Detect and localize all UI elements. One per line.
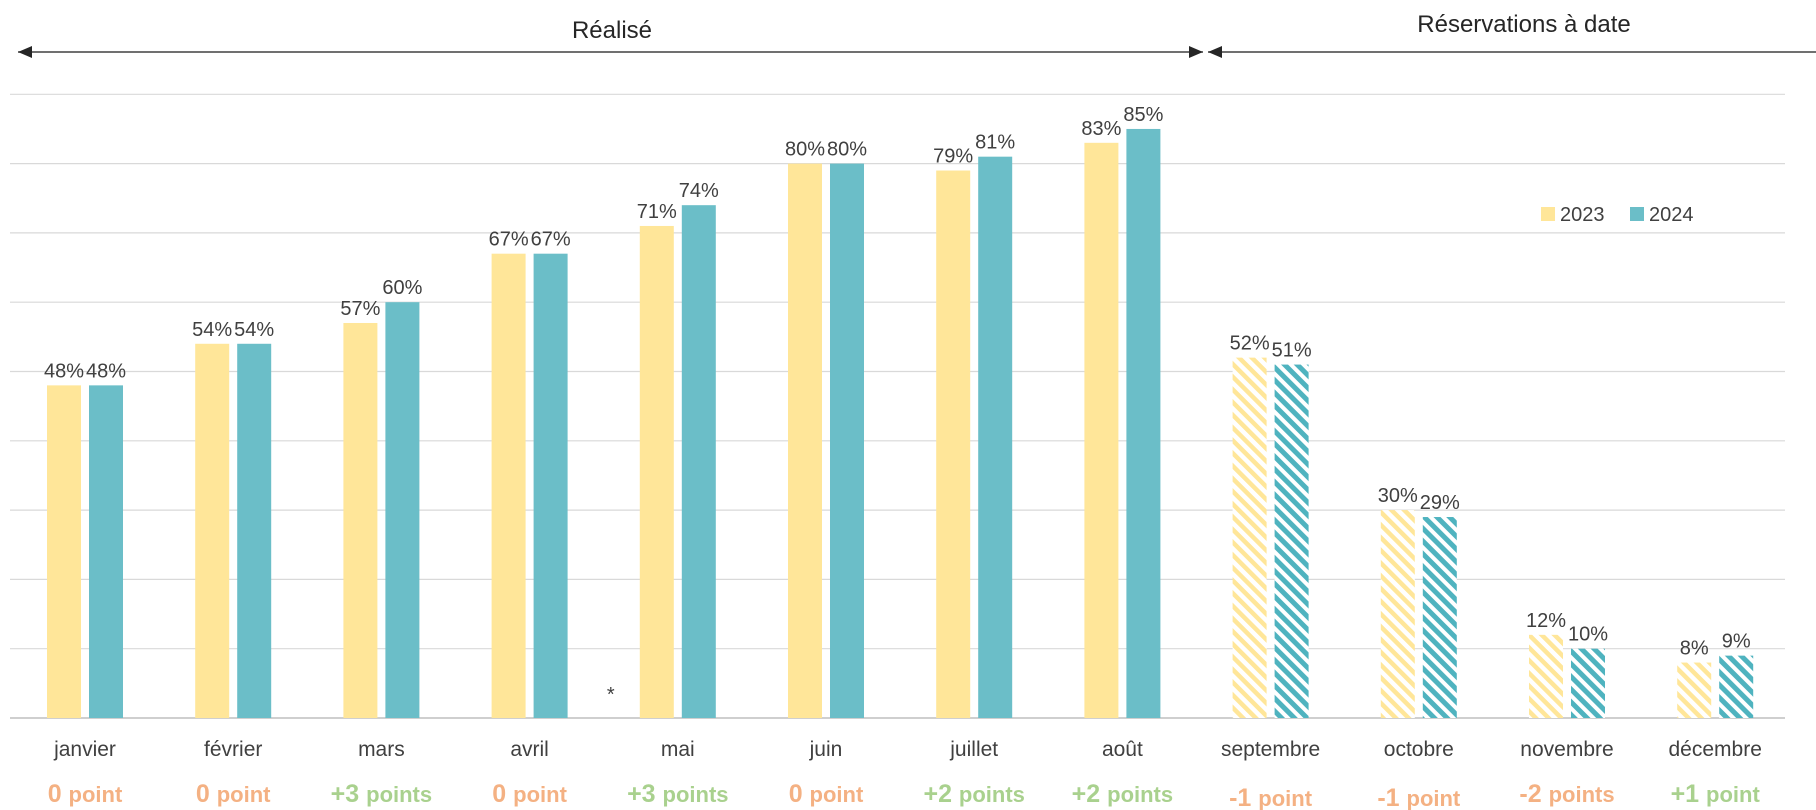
data-label-2024-avril: 67%: [531, 229, 571, 251]
category-label-aout: août: [1102, 738, 1143, 761]
bar-2023-octobre: [1380, 510, 1415, 718]
data-label-2024-juin: 80%: [827, 139, 867, 161]
category-label-juin: juin: [809, 738, 843, 761]
data-label-2024-decembre: 9%: [1722, 631, 1751, 653]
category-label-avril: avril: [510, 738, 549, 761]
period-label-realise: Réalisé: [572, 17, 652, 44]
category-labels: janvier février mars avril mai juin juillet aoû…: [53, 738, 1762, 761]
data-label-2023-juillet: 79%: [933, 146, 973, 168]
data-label-2024-mars: 60%: [382, 277, 422, 299]
bar-2023-decembre: [1677, 662, 1712, 718]
data-label-2023-juin: 80%: [785, 139, 825, 161]
data-label-2023-mars: 57%: [340, 298, 380, 320]
data-label-2024-novembre: 10%: [1568, 624, 1608, 646]
data-label-2023-avril: 67%: [489, 229, 529, 251]
bar-2024-juillet: [978, 156, 1013, 719]
category-label-mai: mai: [661, 738, 695, 761]
bar-2023-fevrier: [195, 343, 230, 718]
bar-2024-decembre: [1719, 655, 1754, 718]
category-label-novembre: novembre: [1520, 738, 1613, 761]
legend-swatch-2024: [1630, 207, 1644, 221]
delta-label-avril: 0 point: [492, 780, 567, 808]
data-label-2024-janvier: 48%: [86, 360, 126, 382]
legend-swatch-2023: [1541, 207, 1555, 221]
data-label-2024-fevrier: 54%: [234, 319, 274, 341]
bar-2023-janvier: [47, 385, 81, 718]
delta-label-fevrier: 0 point: [196, 780, 271, 808]
category-label-mars: mars: [358, 738, 405, 761]
delta-label-juillet: +2 points: [923, 780, 1024, 808]
bar-2024-avril: [533, 253, 568, 718]
annotation-asterisk: *: [607, 684, 615, 706]
delta-label-mai: +3 points: [627, 780, 728, 808]
delta-label-octobre: -1 point: [1377, 784, 1461, 810]
data-label-2024-juillet: 81%: [975, 132, 1015, 154]
data-label-2023-mai: 71%: [637, 201, 677, 223]
data-label-2024-octobre: 29%: [1420, 492, 1460, 514]
bar-2024-mars: [385, 302, 420, 718]
legend: 2023 2024: [1541, 204, 1694, 226]
legend-label-2024: 2024: [1649, 204, 1694, 226]
bar-2023-avril: [491, 253, 526, 718]
period-label-reservations-a-date: Réservations à date: [1417, 11, 1630, 38]
gridlines: [10, 93, 1785, 719]
delta-labels: 0 point 0 point +3 points 0 point +3 points 0…: [48, 780, 1761, 810]
bar-2023-aout: [1084, 142, 1119, 718]
bar-2023-juillet: [936, 170, 971, 718]
bar-2024-novembre: [1571, 648, 1605, 718]
bar-2024-octobre: [1422, 517, 1457, 718]
data-label-2023-decembre: 8%: [1680, 638, 1709, 660]
category-label-juillet: juillet: [949, 738, 998, 761]
bar-2024-juin: [830, 163, 864, 719]
category-label-fevrier: février: [204, 738, 262, 761]
category-label-janvier: janvier: [53, 738, 116, 761]
bar-2023-septembre: [1232, 357, 1267, 718]
bar-2024-janvier: [89, 385, 123, 718]
delta-label-mars: +3 points: [331, 780, 432, 808]
bar-2023-mars: [343, 322, 378, 718]
data-label-2023-septembre: 52%: [1230, 333, 1270, 355]
bar-2023-juin: [788, 163, 822, 719]
delta-label-juin: 0 point: [789, 780, 864, 808]
legend-label-2023: 2023: [1560, 204, 1605, 226]
data-label-2024-mai: 74%: [679, 180, 719, 202]
category-label-septembre: septembre: [1221, 738, 1320, 761]
data-labels: 48% 48%54% 54%57%60%67% 67%71%74%80% 80% 79%8…: [44, 104, 1751, 660]
annotations: *: [607, 684, 615, 706]
delta-label-decembre: +1 point: [1671, 780, 1761, 808]
bar-2024-fevrier: [237, 343, 272, 718]
delta-label-janvier: 0 point: [48, 780, 123, 808]
delta-label-novembre: -2 points: [1519, 780, 1614, 808]
data-label-2023-novembre: 12%: [1526, 610, 1566, 632]
delta-label-septembre: -1 point: [1229, 784, 1313, 810]
bar-2024-septembre: [1274, 364, 1309, 718]
bar-2024-aout: [1126, 128, 1161, 718]
data-label-2023-janvier: 48%: [44, 360, 84, 382]
category-label-octobre: octobre: [1384, 738, 1454, 761]
data-label-2023-aout: 83%: [1081, 118, 1121, 140]
bars: [47, 128, 1754, 719]
data-label-2024-aout: 85%: [1123, 104, 1163, 126]
bar-2023-mai: [639, 225, 674, 718]
bar-2024-mai: [681, 205, 716, 718]
data-label-2023-fevrier: 54%: [192, 319, 232, 341]
bar-2023-novembre: [1529, 634, 1563, 718]
category-label-decembre: décembre: [1669, 738, 1762, 761]
period-arrows: Réalisé Réservations à date: [18, 11, 1816, 58]
delta-label-aout: +2 points: [1072, 780, 1173, 808]
data-label-2024-septembre: 51%: [1272, 340, 1312, 362]
data-label-2023-octobre: 30%: [1378, 485, 1418, 507]
